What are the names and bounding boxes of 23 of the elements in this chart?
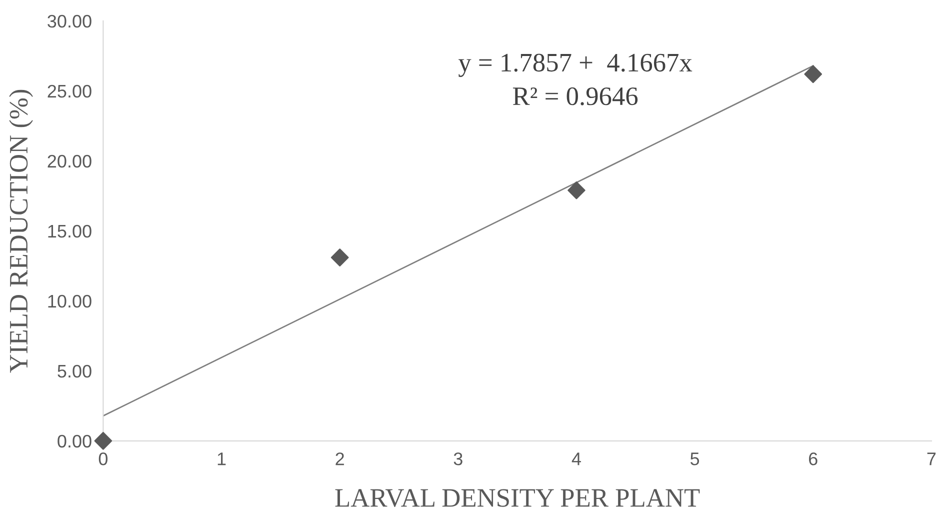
y-tick-label: 5.00 — [58, 364, 92, 378]
x-tick-label: 0 — [98, 452, 108, 466]
x-tick-label: 1 — [218, 452, 226, 466]
y-tick-label: 30.00 — [48, 14, 92, 28]
x-tick-label: 4 — [572, 452, 581, 466]
y-axis-title: YIELD REDUCTION (%) — [9, 90, 33, 373]
annotation: R² = 0.9646 — [512, 87, 638, 106]
y-tick-label: 10.00 — [48, 294, 92, 308]
y-tick-label: 0.00 — [58, 434, 92, 448]
x-tick-label: 3 — [454, 452, 462, 466]
y-tick-label: 20.00 — [48, 154, 92, 168]
point — [330, 248, 349, 266]
point — [94, 432, 112, 450]
point — [804, 65, 822, 84]
x-tick-label: 2 — [336, 452, 344, 466]
y-tick-label: 15.00 — [48, 224, 92, 238]
y-tick-label: 25.00 — [48, 84, 92, 98]
x-tick-label: 5 — [690, 452, 700, 466]
x-tick-label: 6 — [809, 452, 818, 466]
point — [568, 181, 586, 200]
annotation: y = 1.7857 + 4.1667x — [458, 54, 692, 78]
x-axis-title: LARVAL DENSITY PER PLANT — [335, 489, 700, 507]
x-tick-label: 7 — [927, 452, 936, 466]
